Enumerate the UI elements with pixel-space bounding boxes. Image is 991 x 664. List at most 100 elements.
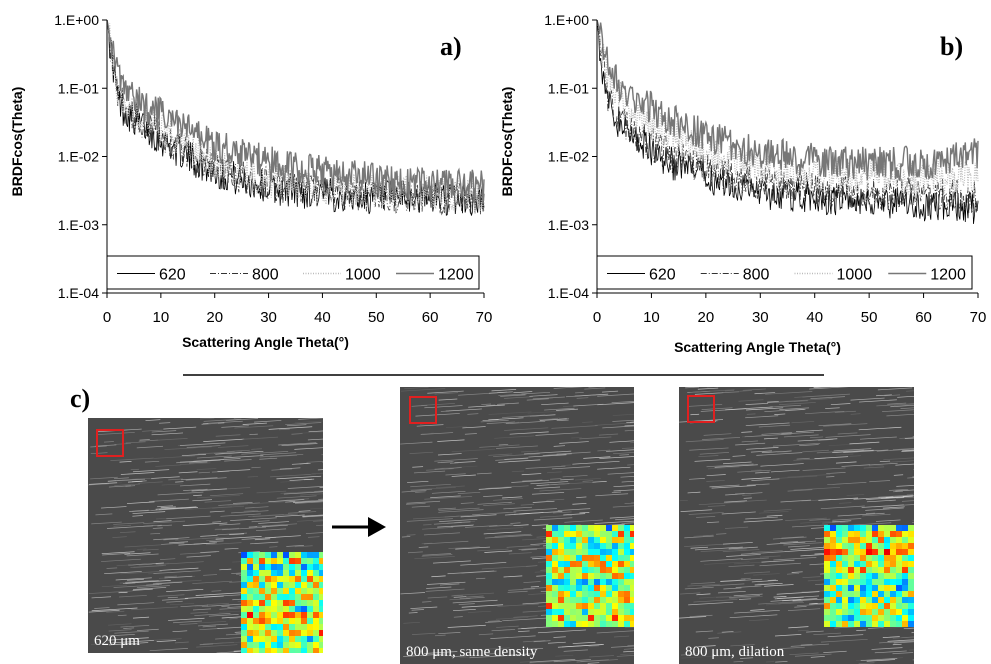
heatmap-cell <box>594 615 601 622</box>
texture-streak <box>796 457 810 460</box>
heatmap-cell <box>848 603 855 610</box>
heatmap-cell <box>618 609 625 616</box>
texture-streak <box>721 631 734 633</box>
texture-streak <box>494 533 532 537</box>
heatmap-cell <box>600 615 607 622</box>
texture-streak <box>826 472 846 474</box>
heatmap-cell <box>283 642 290 649</box>
heatmap-cell <box>600 531 607 538</box>
texture-streak <box>427 390 464 394</box>
texture-streak <box>406 518 453 522</box>
texture-streak <box>204 500 232 503</box>
texture-streak <box>895 463 914 466</box>
heatmap-cell <box>552 549 559 556</box>
heatmap-cell <box>241 636 248 643</box>
texture-streak <box>212 505 245 509</box>
texture-streak <box>168 478 183 481</box>
texture-streak <box>513 615 538 618</box>
texture-streak <box>169 541 189 544</box>
heatmap-cell <box>836 555 843 562</box>
texture-streak <box>445 408 482 412</box>
heatmap-cell <box>836 615 843 622</box>
texture-streak <box>406 502 426 505</box>
heatmap-cell <box>247 600 254 607</box>
texture-streak <box>583 456 611 459</box>
heatmap-cell <box>558 597 565 604</box>
heatmap-cell <box>289 558 296 565</box>
texture-streak <box>796 429 823 433</box>
texture-streak <box>151 430 177 433</box>
heatmap-cell <box>890 603 897 610</box>
heatmap-cell <box>247 588 254 595</box>
texture-streak <box>759 555 781 558</box>
heatmap-cell <box>552 615 559 622</box>
texture-streak <box>484 534 533 539</box>
texture-streak <box>689 478 705 480</box>
texture-streak <box>488 620 500 622</box>
heatmap-cell <box>289 582 296 589</box>
heatmap-cell <box>295 570 302 577</box>
texture-streak <box>498 459 541 463</box>
heatmap-cell <box>277 648 284 653</box>
texture-streak <box>423 540 469 545</box>
heatmap-cell <box>570 549 577 556</box>
heatmap-cell <box>271 576 278 583</box>
heatmap-cell <box>564 567 571 574</box>
texture-streak <box>893 641 914 644</box>
texture-streak <box>790 643 830 647</box>
texture-streak <box>876 448 914 452</box>
texture-streak <box>887 402 907 405</box>
heatmap-cell <box>854 573 861 580</box>
heatmap-cell <box>552 555 559 562</box>
texture-streak <box>198 471 211 474</box>
texture-streak <box>241 537 277 540</box>
heatmap-cell <box>830 573 837 580</box>
heatmap-cell <box>854 543 861 550</box>
texture-streak <box>680 509 713 513</box>
heatmap-cell <box>564 585 571 592</box>
heatmap-cell <box>271 618 278 625</box>
heatmap-cell <box>307 636 314 643</box>
texture-streak <box>564 519 603 523</box>
heatmap-cell <box>319 576 323 583</box>
texture-streak <box>491 629 516 632</box>
texture-streak <box>91 596 112 599</box>
texture-streak <box>876 403 914 407</box>
texture-streak <box>88 609 120 613</box>
heatmap-cell <box>600 543 607 550</box>
texture-streak <box>811 518 824 521</box>
texture-streak <box>196 455 232 459</box>
heatmap-cell <box>896 525 903 532</box>
heatmap-cell <box>313 612 320 619</box>
texture-streak <box>895 489 914 492</box>
heatmap-cell <box>277 588 284 595</box>
heatmap-cell <box>307 600 314 607</box>
heatmap-cell <box>860 573 867 580</box>
image-caption-620: 620 μm <box>94 633 140 649</box>
texture-streak <box>521 450 539 453</box>
heatmap-cell <box>247 606 254 613</box>
heatmap-cell <box>546 585 553 592</box>
heatmap-cell <box>896 573 903 580</box>
heatmap-cell <box>253 558 260 565</box>
texture-streak <box>703 433 732 436</box>
texture-streak <box>418 546 429 548</box>
heatmap-cell <box>842 549 849 556</box>
texture-streak <box>576 496 587 498</box>
texture-streak <box>216 532 248 536</box>
texture-streak <box>441 461 454 463</box>
texture-streak <box>483 653 495 655</box>
heatmap-cell <box>301 600 308 607</box>
x-tick-label: 20 <box>698 309 715 326</box>
texture-streak <box>810 396 845 400</box>
texture-streak <box>294 420 323 424</box>
heatmap-cell <box>854 525 861 532</box>
heatmap-cell <box>289 552 296 559</box>
texture-streak <box>464 433 477 435</box>
heatmap-cell <box>842 567 849 574</box>
heatmap-cell <box>295 600 302 607</box>
texture-streak <box>874 650 907 654</box>
texture-streak <box>149 638 182 641</box>
heatmap-cell <box>594 585 601 592</box>
texture-streak <box>493 498 523 501</box>
